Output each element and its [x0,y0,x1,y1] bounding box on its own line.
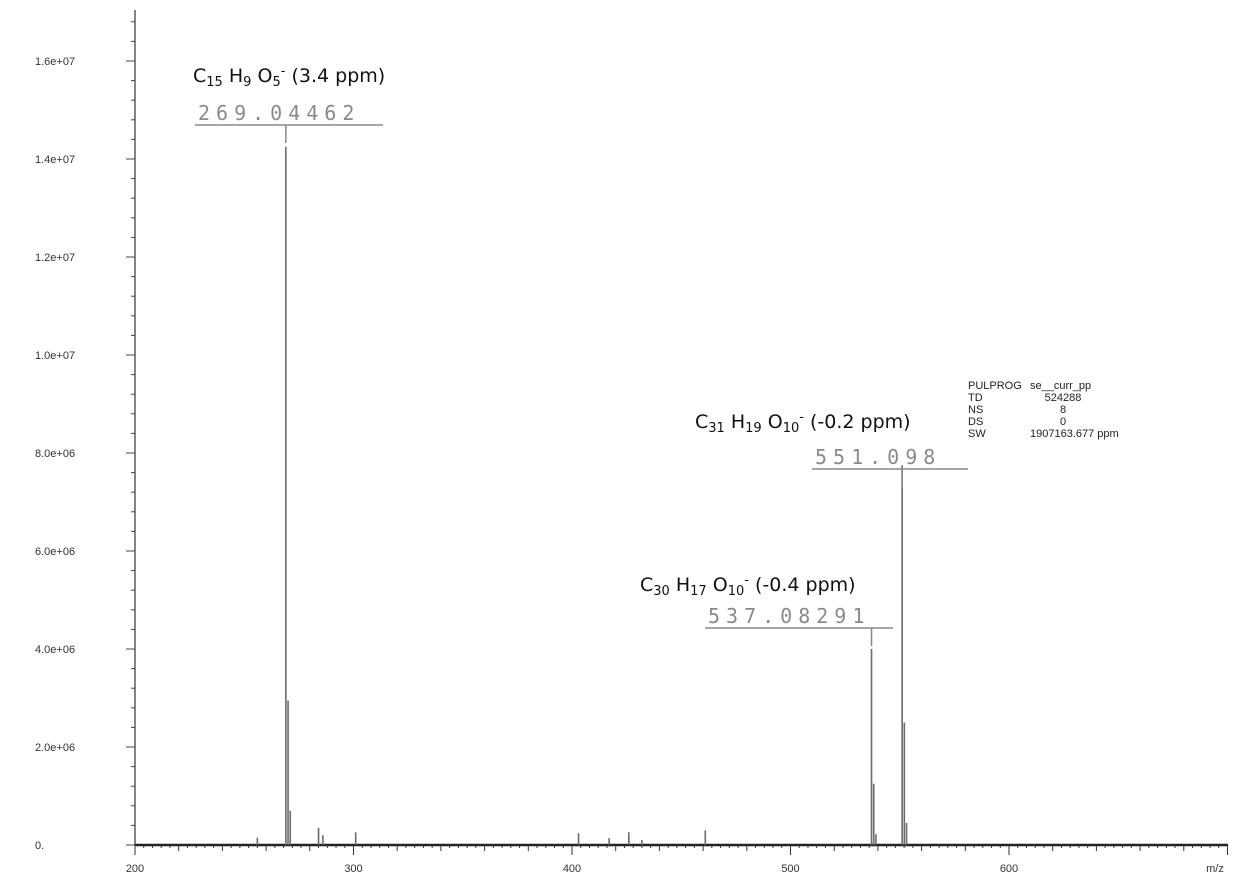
param-value: 1907163.677 ppm [1030,428,1119,440]
param-value: 0 [1060,416,1066,428]
x-tick-label: 300 [344,863,362,875]
param-value: 524288 [1045,392,1082,404]
peak-annotations: C15 H9 O5- (3.4 ppm) 269.04462 C31 H19 O10… [193,64,968,646]
peak-annotation: C31 H19 O10- (-0.2 ppm) 551.098 [695,410,968,487]
x-axis: 200 300 400 500 600 m/z [126,843,1228,875]
y-tick-label: 0. [35,840,44,852]
mass-label: 537.08291 [708,604,870,628]
acquisition-parameters: PULPROG se__curr_pp TD 524288 NS 8 DS 0 SW 190716… [968,380,1119,440]
param-value: se__curr_pp [1030,380,1091,392]
param-name: TD [968,392,983,404]
y-axis: 0. 2.0e+06 4.0e+06 6.0e+06 8.0e+06 1.0e+07 1.2… [35,10,136,852]
y-tick-label: 4.0e+06 [35,644,75,656]
param-name: SW [968,428,986,440]
y-tick-label: 1.6e+07 [35,56,75,68]
y-tick-label: 1.4e+07 [35,154,75,166]
param-name: DS [968,416,983,428]
x-axis-unit-label: m/z [1206,863,1224,875]
peak-annotation: C15 H9 O5- (3.4 ppm) 269.04462 [193,64,385,143]
peak-annotation: C30 H17 O10- (-0.4 ppm) 537.08291 [640,573,893,646]
param-name: PULPROG [968,380,1022,392]
x-tick-label: 600 [1000,863,1018,875]
spectrum-peaks [256,146,908,845]
x-tick-label: 200 [126,863,144,875]
y-tick-label: 8.0e+06 [35,448,75,460]
formula-label: C30 H17 O10- (-0.4 ppm) [640,573,856,599]
formula-label: C15 H9 O5- (3.4 ppm) [193,64,385,90]
y-tick-label: 6.0e+06 [35,546,75,558]
param-name: NS [968,404,983,416]
mass-label: 269.04462 [198,101,360,125]
x-tick-label: 400 [563,863,581,875]
y-tick-label: 1.0e+07 [35,350,75,362]
mass-label: 551.098 [815,445,941,469]
x-tick-label: 500 [781,863,799,875]
param-value: 8 [1060,404,1066,416]
y-tick-label: 1.2e+07 [35,252,75,264]
y-tick-label: 2.0e+06 [35,742,75,754]
formula-label: C31 H19 O10- (-0.2 ppm) [695,410,911,436]
